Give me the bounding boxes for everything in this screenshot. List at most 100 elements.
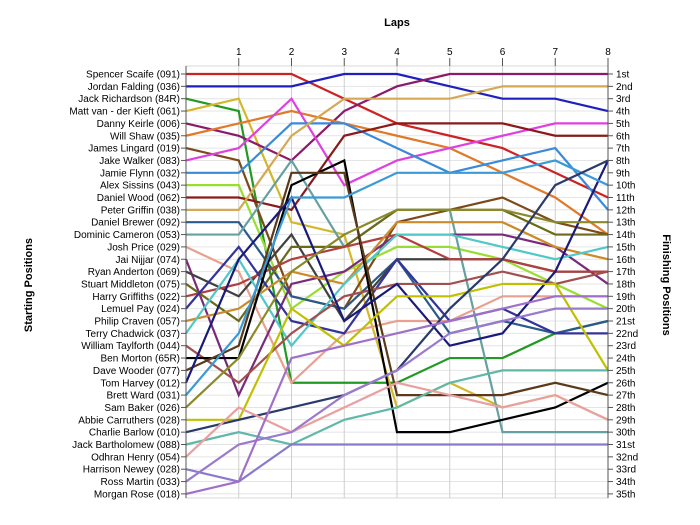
driver-label: Dave Wooder (077)	[93, 366, 180, 377]
x-tick-label: 6	[500, 47, 506, 58]
finishing-label: 31st	[616, 440, 635, 451]
x-tick-label: 3	[341, 47, 347, 58]
x-tick-label: 2	[289, 47, 295, 58]
finishing-label: 20th	[616, 304, 635, 315]
finishing-label: 34th	[616, 477, 635, 488]
x-axis-title: Laps	[384, 17, 410, 29]
driver-label: Charlie Barlow (010)	[89, 428, 180, 439]
finishing-label: 18th	[616, 279, 635, 290]
driver-label: Will Shaw (035)	[110, 131, 180, 142]
series-line	[185, 109, 609, 236]
driver-label: Sam Baker (026)	[104, 403, 180, 414]
finishing-label: 35th	[616, 489, 635, 500]
x-axis: 1 2 3 4 5 6 7 8	[236, 47, 611, 66]
driver-label: Philip Craven (057)	[94, 317, 180, 328]
finishing-label: 28th	[616, 403, 635, 414]
finishing-label: 22nd	[616, 329, 638, 340]
finishing-label: 23rd	[616, 341, 636, 352]
driver-label: Tom Harvey (012)	[101, 378, 180, 389]
series-line	[185, 96, 608, 187]
driver-label: Matt van - der Kieft (061)	[69, 107, 180, 118]
finishing-label: 16th	[616, 255, 635, 266]
driver-label: Dominic Cameron (053)	[74, 230, 180, 241]
driver-label: Danny Keirle (006)	[97, 119, 180, 130]
driver-label: Alex Sissins (043)	[100, 181, 180, 192]
finishing-label: 21st	[616, 317, 635, 328]
finishing-label: 2nd	[616, 82, 633, 93]
driver-label: Morgan Rose (018)	[94, 489, 180, 500]
finishing-label: 27th	[616, 391, 635, 402]
x-tick-label: 4	[394, 47, 400, 58]
series-line	[186, 282, 609, 421]
series-line	[185, 72, 608, 162]
finishing-label: 32nd	[616, 452, 638, 463]
finishing-label: 15th	[616, 242, 635, 253]
driver-label: Odhran Henry (054)	[91, 452, 180, 463]
finishing-label: 17th	[616, 267, 635, 278]
driver-label: Daniel Brewer (092)	[91, 218, 180, 229]
x-tick-label: 5	[447, 47, 453, 58]
driver-label: Peter Griffin (038)	[101, 205, 180, 216]
driver-label: William Taylforth (044)	[81, 341, 180, 352]
x-tick-label: 7	[552, 47, 558, 58]
finishing-label: 25th	[616, 366, 635, 377]
finishing-label: 11th	[616, 193, 635, 204]
series-line	[186, 122, 609, 211]
series-line	[185, 443, 608, 483]
driver-label: Jake Walker (083)	[99, 156, 180, 167]
driver-label: Daniel Wood (062)	[97, 193, 180, 204]
finishing-label: 5th	[616, 119, 630, 130]
series-line	[186, 85, 608, 211]
driver-label: Harrison Newey (028)	[83, 465, 180, 476]
series-line	[186, 158, 609, 434]
driver-label: Terry Chadwick (037)	[86, 329, 180, 340]
finishing-label: 8th	[616, 156, 630, 167]
finishing-label: 13th	[616, 218, 635, 229]
finishing-label: 9th	[616, 168, 630, 179]
series-lines	[184, 72, 609, 495]
finishing-label: 12th	[616, 205, 635, 216]
driver-label: Spencer Scaife (091)	[86, 70, 180, 81]
driver-label: Harry Griffiths (022)	[92, 292, 180, 303]
finishing-label: 1st	[616, 70, 630, 81]
driver-label: Abbie Carruthers (028)	[78, 415, 180, 426]
series-line	[185, 245, 608, 335]
driver-label: Jamie Flynn (032)	[100, 168, 180, 179]
series-line	[185, 295, 608, 495]
finishing-label: 33rd	[616, 465, 636, 476]
driver-label: Ryan Anderton (069)	[88, 267, 180, 278]
driver-label: Lemuel Pay (024)	[101, 304, 180, 315]
series-line	[185, 221, 609, 323]
finishing-label: 7th	[616, 144, 630, 155]
driver-label: Brett Ward (031)	[106, 391, 180, 402]
right-axis-title: Finishing Positions	[660, 234, 672, 335]
driver-label: Jack Bartholomew (088)	[72, 440, 180, 451]
finishing-label: 26th	[616, 378, 635, 389]
x-tick-label: 8	[605, 47, 611, 58]
finishing-label: 19th	[616, 292, 635, 303]
finishing-label: 14th	[616, 230, 635, 241]
driver-label: Jordan Falding (036)	[88, 82, 180, 93]
finishing-label: 10th	[616, 181, 635, 192]
driver-label: Ross Martin (033)	[101, 477, 180, 488]
finishing-label: 6th	[616, 131, 630, 142]
series-line	[186, 184, 609, 311]
driver-label: Jai Nijjar (074)	[116, 255, 180, 266]
series-line	[185, 245, 608, 385]
finishing-label: 29th	[616, 415, 635, 426]
series-line	[186, 72, 609, 113]
finishing-label: 24th	[616, 354, 635, 365]
finishing-label: 30th	[616, 428, 635, 439]
driver-label: Ben Morton (65R)	[101, 354, 180, 365]
driver-label: James Lingard (019)	[88, 144, 180, 155]
series-line	[186, 122, 608, 212]
series-line	[185, 159, 609, 396]
starting-positions-axis: Spencer Scaife (091)Jordan Falding (036)…	[69, 66, 187, 500]
series-line	[185, 369, 608, 446]
driver-label: Jack Richardson (84R)	[78, 94, 180, 105]
series-line	[184, 159, 609, 384]
finishing-label: 3rd	[616, 94, 630, 105]
x-tick-label: 1	[236, 47, 242, 58]
driver-label: Josh Price (029)	[107, 242, 180, 253]
